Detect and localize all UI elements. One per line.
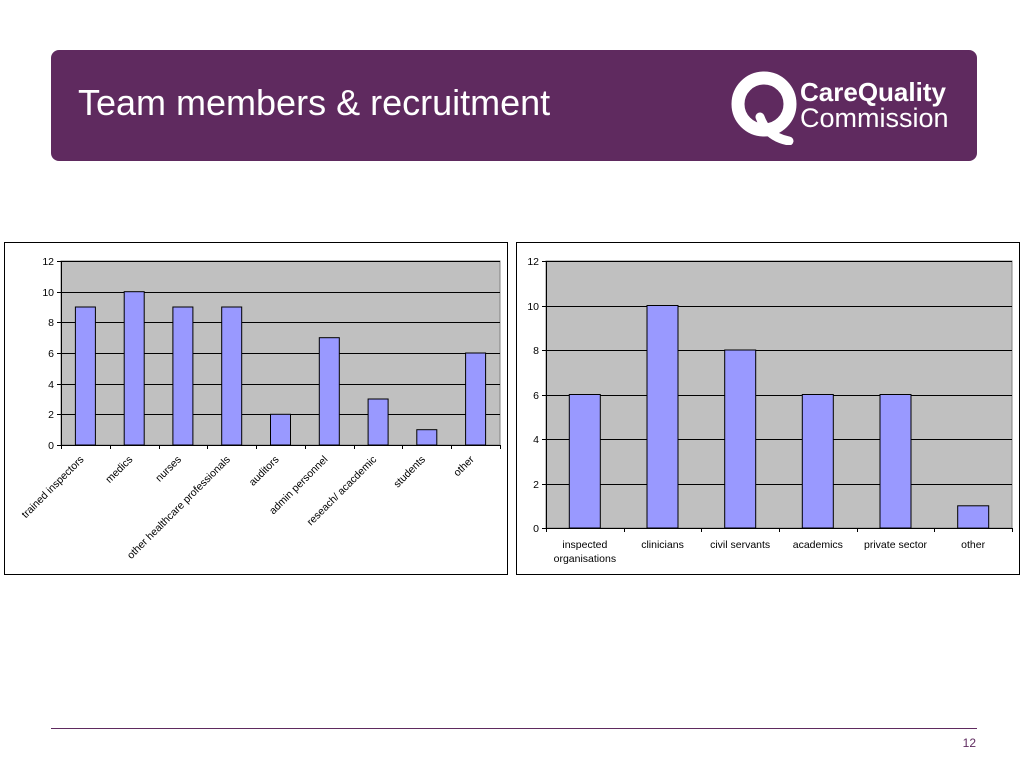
y-tick-label-0: 0 [48,440,54,452]
x-tick-label-private-sector: private sector [864,539,928,551]
bar-medics [123,291,145,446]
bar-private-sector [879,394,912,529]
y-tick-label-2: 2 [48,409,54,421]
y-tick-label-10: 10 [42,287,54,299]
x-tick-label-civil-servants: civil servants [710,539,771,551]
bar-trained-inspectors [74,306,96,446]
bar-admin-personnel [318,337,340,446]
logo-wordmark-line-1: CareQuality [800,77,946,107]
y-tick-label-4: 4 [533,434,539,446]
bar-civil-servants [724,349,757,529]
y-tick-label-4: 4 [48,379,54,391]
cqc-logo: CareQuality Commission [731,71,949,145]
x-tick-label-clinicians: clinicians [641,539,684,551]
logo-wordmark-line-2: Commission [800,103,949,133]
y-tick-label-12: 12 [42,256,54,268]
y-tick-label-8: 8 [533,345,539,357]
bar-clinicians [646,305,679,529]
y-tick-label-12: 12 [527,256,539,268]
plot-area [545,260,1013,529]
y-tick-label-10: 10 [527,301,539,313]
bar-nurses [172,306,194,446]
slide-title: Team members & recruitment [78,82,551,123]
footer-divider [51,728,977,729]
bar-other-healthcare-professionals [221,306,243,446]
bar-chart-2-canvas: 0 2 4 6 8 10 12 [516,242,1020,575]
y-tick-label-6: 6 [48,348,54,360]
x-tick-label-inspected-organisations: inspected organisations [553,539,617,565]
y-tick-label-0: 0 [533,523,539,535]
bar-other [957,505,990,529]
bar-auditors [270,413,291,446]
bar-students [416,429,438,446]
x-tick-label-academics: academics [792,539,843,551]
bar-academics [801,394,834,529]
x-tick-label-other: other [961,539,986,551]
bar-chart-2: 0 2 4 6 8 10 12 inspected organisations clinici… [516,242,1020,575]
y-tick-label-8: 8 [48,317,54,329]
y-tick-label-6: 6 [533,390,539,402]
bar-other [465,352,487,446]
bar-inspected-organisations [568,394,601,529]
bar-chart-1: 0 2 4 6 8 10 12 trained inspectors medics nurses o… [4,242,508,575]
header-banner: Team members & recruitment [51,50,977,161]
y-tick-label-2: 2 [533,479,539,491]
bar-reseach-acacdemic [367,398,389,446]
page-number: 12 [962,736,976,750]
cqc-q-logo-icon [731,71,797,145]
